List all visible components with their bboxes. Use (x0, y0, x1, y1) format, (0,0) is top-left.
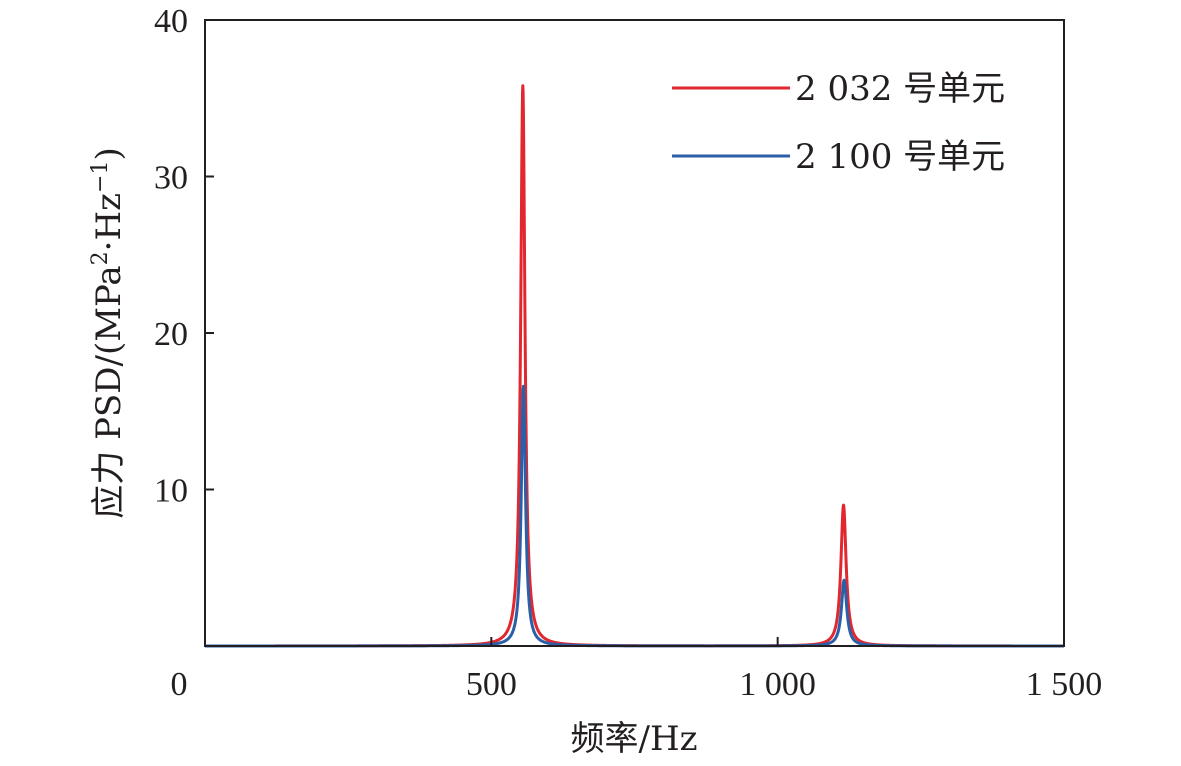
legend-label-2100: 2 100 号单元 (795, 137, 1005, 177)
x-ticks: 0 500 1 000 1 500 (171, 637, 1103, 703)
series-line-1 (203, 384, 1066, 648)
y-tick-label: 20 (154, 316, 188, 353)
legend-label-2032: 2 032 号单元 (795, 69, 1005, 109)
plot-frame (204, 19, 1065, 647)
legend: 2 032 号单元 2 100 号单元 (672, 69, 1005, 177)
x-axis-label: 频率/Hz (570, 719, 697, 759)
x-tick-label: 1 500 (1026, 666, 1103, 703)
x-tick-label: 500 (466, 666, 517, 703)
y-tick-label: 10 (154, 473, 188, 510)
x-tick-label: 1 000 (739, 666, 816, 703)
x-tick-label: 0 (171, 666, 188, 703)
y-ticks: 10 20 30 40 (154, 3, 214, 510)
y-tick-label: 30 (154, 160, 188, 197)
y-axis-label: 应力 PSD/(MPa2·Hz−1) (88, 147, 129, 518)
y-tick-label: 40 (154, 3, 188, 40)
